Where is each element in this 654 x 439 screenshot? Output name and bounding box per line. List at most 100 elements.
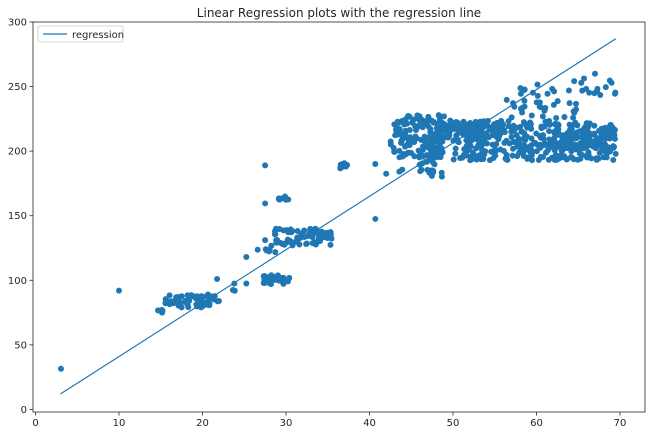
scatter-point [418, 151, 425, 158]
scatter-point [184, 298, 191, 305]
scatter-point [262, 162, 269, 169]
scatter-point [505, 118, 512, 125]
scatter-point [433, 125, 440, 132]
scatter-point [514, 153, 521, 160]
scatter-point [474, 127, 481, 134]
regression-line [60, 38, 617, 395]
scatter-point [563, 155, 570, 162]
scatter-point [571, 78, 578, 85]
scatter-point [611, 131, 618, 138]
scatter-point [396, 168, 403, 175]
scatter-point [503, 96, 510, 103]
scatter-point [583, 152, 590, 159]
scatter-point [520, 135, 527, 142]
scatter-point [533, 130, 540, 137]
scatter-point [551, 88, 558, 95]
scatter-point [303, 240, 310, 247]
scatter-point [528, 112, 535, 119]
scatter-point [254, 246, 261, 253]
scatter-point [494, 121, 501, 128]
x-tick-label: 60 [530, 418, 543, 429]
scatter-point [513, 132, 520, 139]
scatter-point [482, 148, 489, 155]
scatter-point [393, 127, 400, 134]
scatter-point [550, 101, 557, 108]
scatter-point [438, 169, 445, 176]
scatter-point [312, 241, 319, 248]
scatter-point [445, 133, 452, 140]
scatter-point [590, 143, 597, 150]
scatter-point [536, 103, 543, 110]
scatter-point [307, 225, 314, 232]
scatter-point [275, 195, 282, 202]
scatter-point [327, 241, 334, 248]
scatter-point [602, 135, 609, 142]
scatter-point [482, 132, 489, 139]
scatter-point [520, 119, 527, 126]
scatter-point [425, 123, 432, 130]
scatter-point [492, 152, 499, 159]
scatter-point [284, 278, 291, 285]
scatter-point [551, 140, 558, 147]
scatter-point [430, 159, 436, 166]
scatter-point [579, 127, 586, 134]
scatter-point [265, 279, 272, 286]
scatter-point [607, 122, 614, 129]
regression-line-layer [60, 38, 617, 395]
x-tick-label: 70 [614, 418, 627, 429]
scatter-point [392, 132, 399, 139]
scatter-point [486, 126, 493, 133]
scatter-point [568, 144, 575, 151]
scatter-point [573, 135, 580, 142]
scatter-point [556, 155, 563, 162]
scatter-point [454, 138, 461, 145]
y-tick-label: 250 [8, 82, 27, 93]
x-tick-label: 30 [280, 418, 293, 429]
scatter-point [506, 140, 513, 147]
y-tick-label: 50 [14, 340, 27, 351]
legend-box [37, 25, 124, 43]
scatter-point [372, 215, 379, 222]
scatter-point [398, 132, 405, 138]
scatter-point [556, 140, 563, 147]
scatter-point [483, 140, 490, 147]
scatter-point [418, 166, 425, 173]
scatter-point [278, 274, 285, 281]
scatter-point [598, 125, 605, 132]
scatter-point [166, 292, 173, 299]
scatter-point [553, 115, 560, 122]
scatter-point [570, 114, 577, 121]
scatter-point [540, 132, 547, 139]
scatter-point [521, 97, 528, 104]
scatter-point [398, 139, 405, 146]
scatter-point [57, 365, 64, 372]
scatter-point [541, 107, 548, 114]
scatter-point [508, 134, 515, 141]
scatter-point [546, 128, 553, 135]
scatter-point [440, 134, 447, 141]
scatter-point [610, 156, 617, 163]
scatter-point [521, 103, 528, 110]
scatter-point [573, 100, 579, 107]
scatter-point [534, 92, 541, 99]
scatter-point [324, 235, 331, 242]
scatter-point [410, 116, 417, 123]
scatter-point [276, 225, 283, 232]
scatter-point [570, 130, 577, 137]
scatter-point [459, 128, 466, 135]
scatter-point [430, 119, 437, 126]
scatter-point [471, 151, 478, 158]
scatter-point [415, 116, 422, 123]
scatter-point [425, 113, 432, 120]
scatter-point [475, 142, 482, 149]
scatter-point [517, 90, 524, 97]
scatter-point [416, 121, 423, 128]
scatter-point [596, 149, 603, 156]
scatter-point [272, 249, 279, 256]
scatter-point [405, 149, 412, 156]
scatter-point [561, 114, 568, 120]
scatter-point [262, 200, 269, 207]
scatter-point [599, 145, 606, 152]
scatter-point [472, 118, 479, 125]
